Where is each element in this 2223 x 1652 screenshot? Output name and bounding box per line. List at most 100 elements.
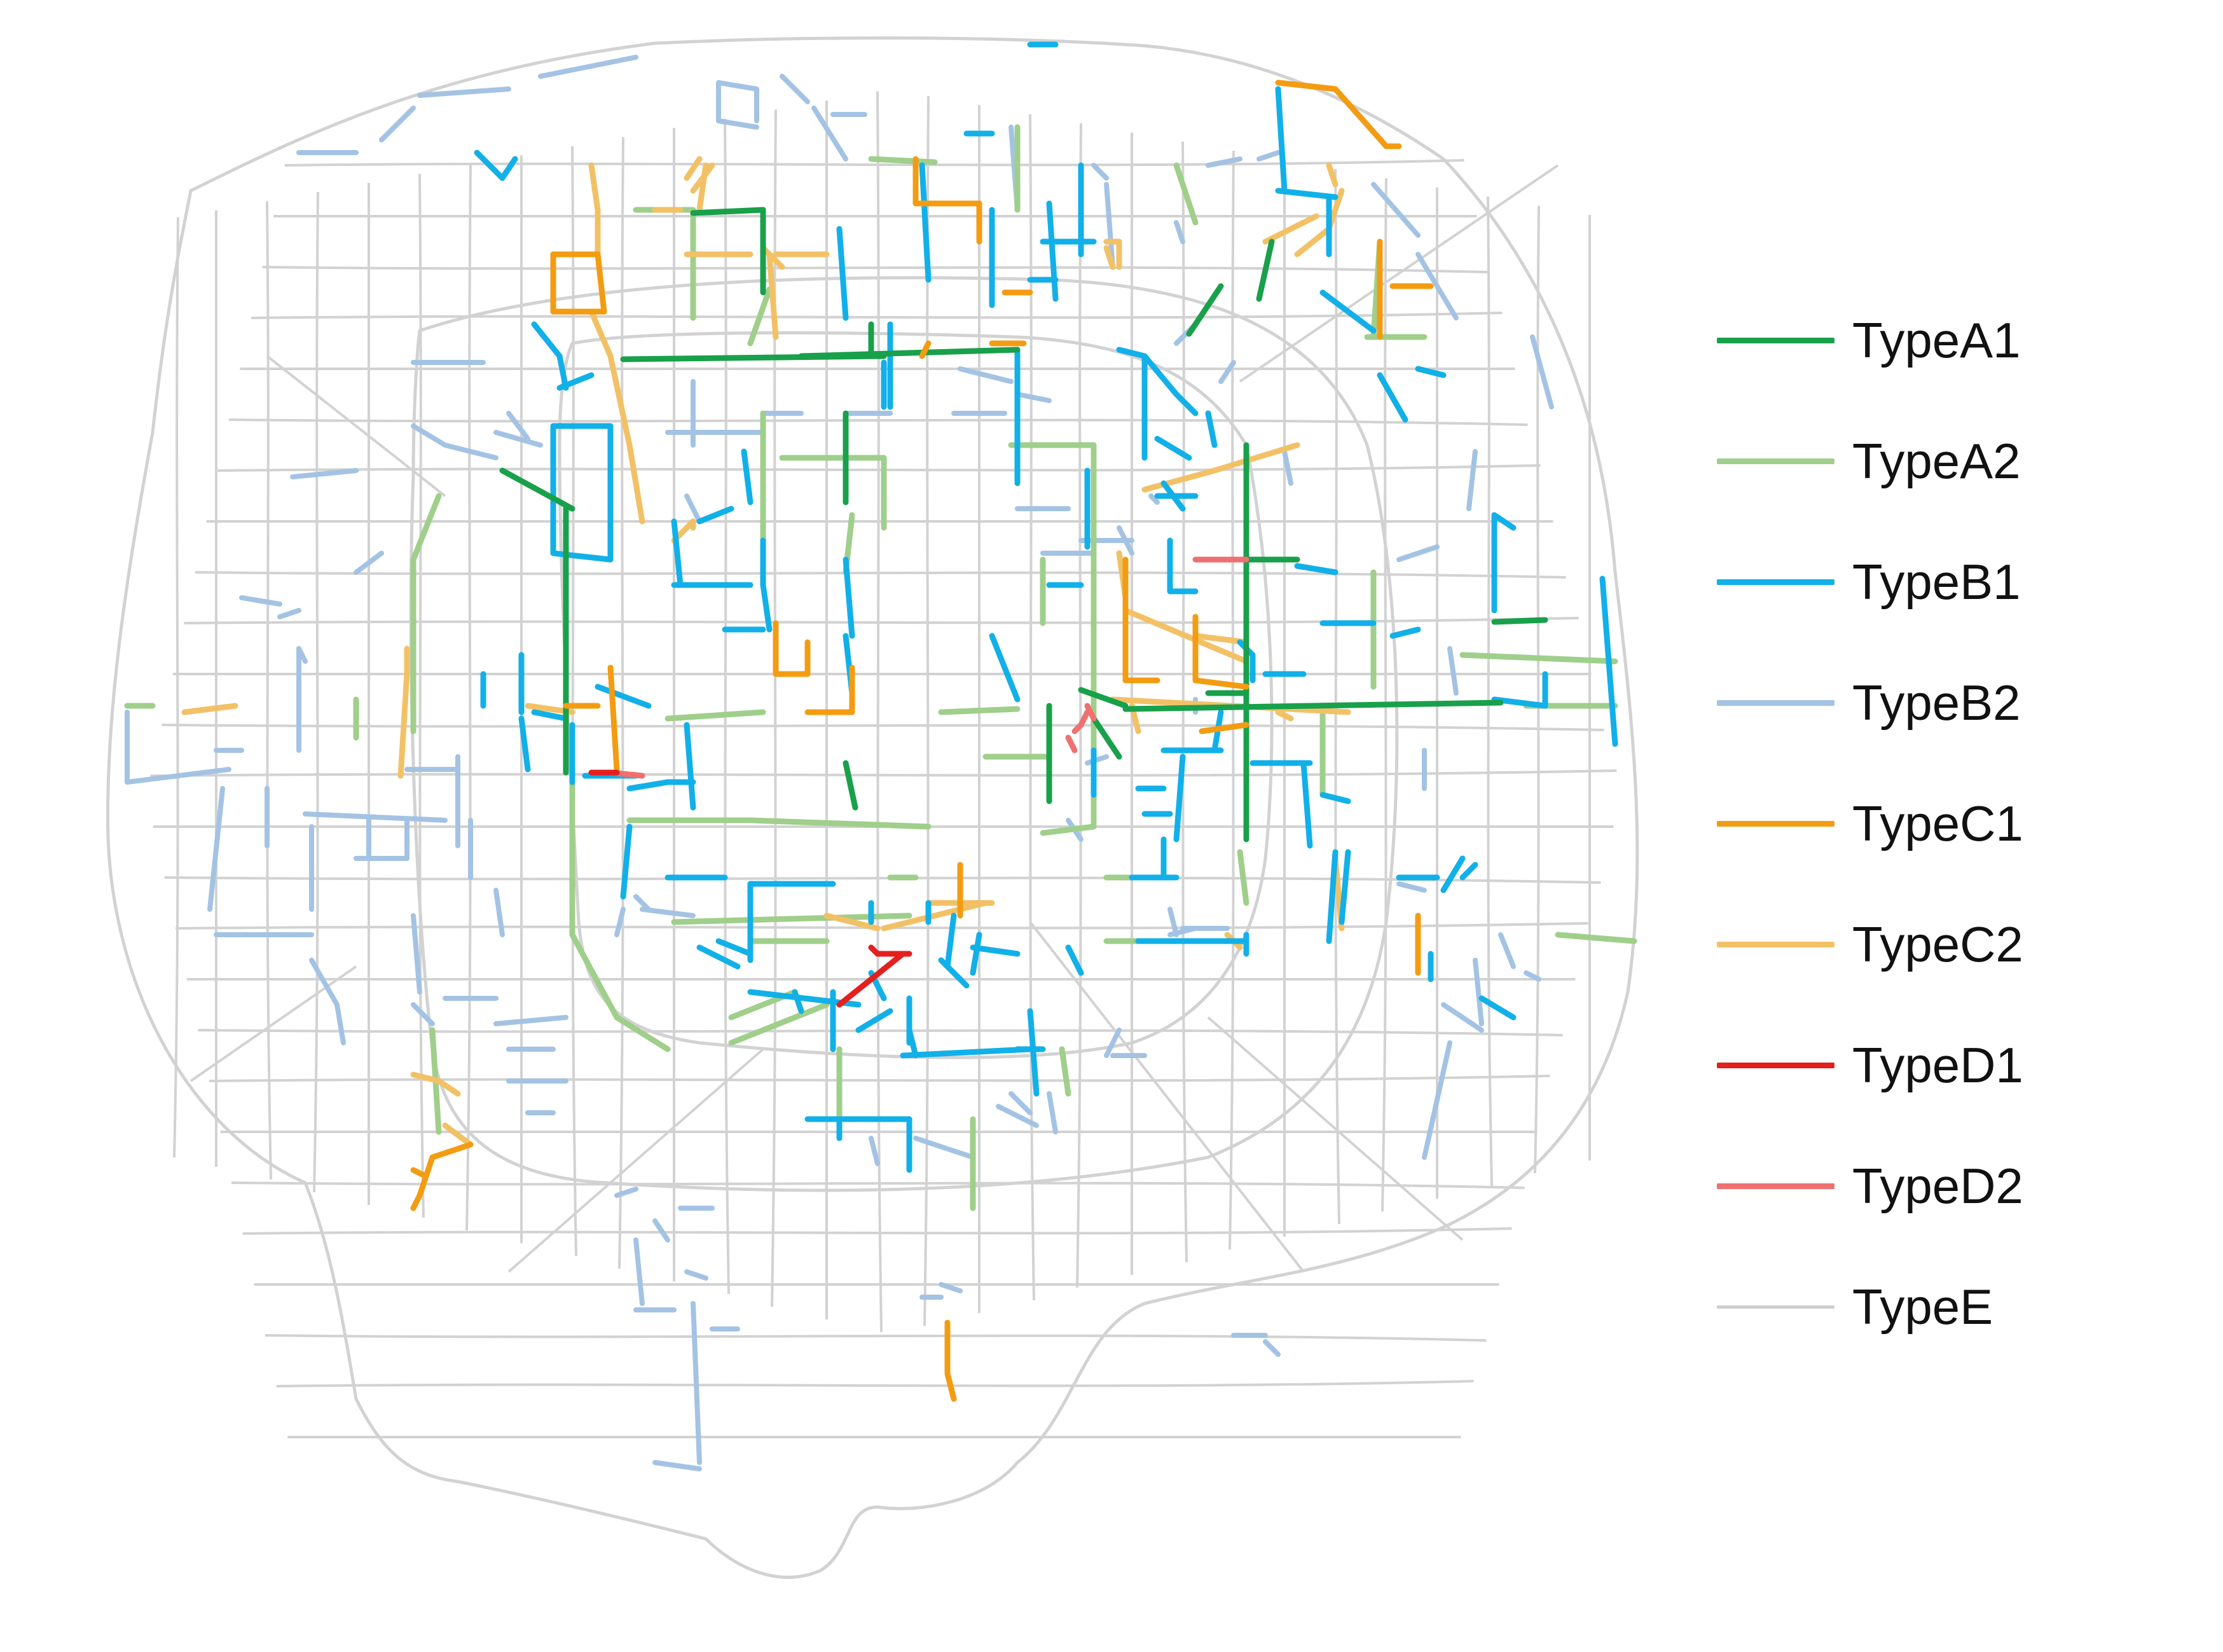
- typeb2-road-segment: [1206, 156, 1242, 168]
- typeb2-road-segment: [1447, 646, 1459, 696]
- typeb1-road-segment: [906, 1027, 919, 1059]
- typeb2-road-segment: [1263, 1339, 1281, 1357]
- typee-road: [266, 355, 446, 497]
- typee-road: [265, 1334, 1487, 1342]
- typeb2-road-segment: [1256, 150, 1281, 162]
- background-roads: [150, 91, 1617, 1439]
- typeb1-road-segment: [1415, 366, 1447, 378]
- typee-road: [1334, 169, 1340, 1225]
- legend-label-typec2: TypeC2: [1852, 916, 2023, 972]
- typec2-road-segment: [442, 1122, 474, 1148]
- typee-road: [242, 1227, 1512, 1235]
- typec2-road-segment: [1122, 607, 1249, 664]
- typeb2-road-segment: [538, 55, 638, 79]
- legend-item-typec2: TypeC2: [1717, 884, 2124, 1005]
- typeb1-road-segment: [1319, 792, 1351, 804]
- typeb2-road-segment: [493, 888, 505, 937]
- typec1-road-segment: [595, 251, 607, 315]
- typeb2-road-segment: [633, 1237, 645, 1306]
- typee-road: [266, 201, 272, 1180]
- typed1-road-segment: [868, 944, 881, 957]
- typeb2-road-segment: [309, 958, 340, 1007]
- typec1-road-segment: [944, 1370, 957, 1402]
- typeb1-road-segment: [1275, 188, 1339, 200]
- typeb2-road-segment: [334, 1002, 346, 1045]
- typeb2-road-segment: [716, 80, 759, 92]
- typeb2-road-segment: [1415, 252, 1459, 320]
- typeb1-road-segment: [970, 932, 982, 976]
- typeb1-road-segment: [741, 448, 754, 506]
- typeb2-road-segment: [296, 646, 308, 664]
- typeb1-road-segment: [518, 715, 531, 773]
- legend-label-typed1: TypeD1: [1852, 1037, 2023, 1093]
- typee-road: [251, 312, 1503, 319]
- typeb2-road-segment: [417, 86, 511, 98]
- typeb2-road-segment: [1117, 525, 1134, 556]
- typeb2-road-segment: [354, 551, 384, 575]
- typeb2-road-segment: [290, 468, 359, 479]
- typee-road: [173, 217, 179, 1158]
- typeb2-road-segment: [411, 423, 448, 448]
- legend-label-typec1: TypeC1: [1852, 795, 2023, 851]
- typed2-road-segment: [1065, 734, 1078, 754]
- typeb2-road-segment: [1091, 163, 1109, 181]
- typec1-road-segment: [410, 1192, 423, 1211]
- typee-road: [276, 1380, 1474, 1387]
- typeb1-road-segment: [1377, 372, 1408, 423]
- typeb2-road-segment: [1167, 907, 1179, 937]
- typea1-road-segment: [1186, 283, 1224, 337]
- typea1-road-segment: [499, 467, 575, 512]
- typee-road: [198, 1029, 1563, 1036]
- typeb1-road-segment: [843, 556, 855, 639]
- typea2-road-segment: [569, 932, 620, 1021]
- typeb2-road-segment: [811, 106, 848, 162]
- typec1-road-segment: [1199, 722, 1249, 734]
- typeb2-road-segment: [640, 907, 696, 918]
- typec2-road-segment: [696, 162, 709, 213]
- typeb1-road-segment: [550, 550, 614, 563]
- typeb1-road-segment: [900, 1046, 1033, 1059]
- typeb1-road-segment: [696, 506, 734, 525]
- typec2-road-segment: [588, 162, 601, 213]
- typee-road: [876, 91, 883, 1333]
- typeb2-road-segment: [1396, 544, 1440, 562]
- legend-item-typeb1: TypeB1: [1717, 521, 2124, 642]
- typea2-road-segment: [1040, 823, 1097, 836]
- typec1-road-segment: [1192, 677, 1249, 690]
- typeb2-road-segment: [1441, 1002, 1484, 1033]
- typeb1-road-segment: [1173, 754, 1186, 843]
- legend-label-typeb1: TypeB1: [1852, 554, 2021, 610]
- typee-road: [1487, 196, 1493, 1187]
- typec2-road-segment: [881, 900, 989, 932]
- typea2-road-segment: [868, 156, 938, 165]
- typec1-road-segment: [607, 664, 620, 773]
- typeb2-road-segment: [239, 595, 282, 607]
- typeb2-road-segment: [379, 106, 416, 142]
- typeb1-road-segment: [1491, 512, 1517, 531]
- typec2-road-segment: [397, 671, 410, 779]
- typeb2-road-segment: [939, 1282, 963, 1293]
- typee-road: [507, 1048, 764, 1273]
- typeb2-road-segment: [996, 1104, 1039, 1128]
- typec2-road-segment: [766, 251, 779, 340]
- typea2-road-segment: [747, 817, 932, 830]
- typee-road: [724, 118, 730, 1295]
- typeb1-road-segment: [1065, 944, 1084, 976]
- typea2-road-segment: [664, 709, 766, 722]
- typee-road: [1228, 151, 1235, 1250]
- legend-label-typea1: TypeA1: [1852, 312, 2021, 368]
- typeb1-road-segment: [531, 321, 563, 359]
- typeb2-road-segment: [1282, 449, 1293, 486]
- typeb2-road-segment: [614, 907, 626, 937]
- typee-road: [164, 876, 1601, 884]
- typeb1-road-segment: [1154, 436, 1192, 461]
- typec1-road-segment: [919, 340, 932, 359]
- typee-road: [231, 1181, 1525, 1189]
- typec2-road-segment: [760, 245, 785, 270]
- typea2-road-segment: [1059, 1046, 1071, 1097]
- typeb1-road-segment: [970, 944, 1021, 957]
- typec2-road-segment: [588, 308, 614, 359]
- typea1-road-segment: [1491, 617, 1548, 625]
- typeb1-road-segment: [531, 709, 569, 722]
- typeb1-road-segment: [919, 162, 932, 283]
